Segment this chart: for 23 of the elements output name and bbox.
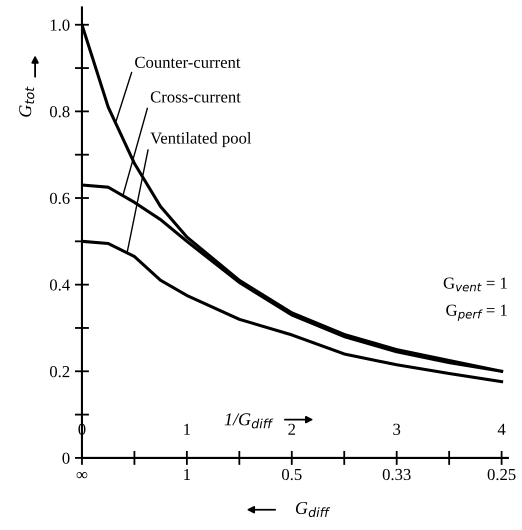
y-axis-title: G$_{tot}$ (19, 86, 34, 117)
text: 0.25 (488, 468, 516, 480)
y-tick-label: 0.4 (50, 279, 70, 291)
x-tick-label: 2 (288, 424, 296, 435)
annotation: G$_{vent}$ = 1 (444, 277, 507, 292)
text: ∞ (76, 472, 88, 478)
y-tick-label: 0 (62, 452, 70, 464)
y-tick-label: 1.0 (50, 19, 70, 31)
text: 0.33 (382, 468, 411, 480)
text: 0.5 (282, 468, 302, 480)
x-axis-title: 1/G$_{diff}$ (224, 413, 274, 428)
y-tick-label: 0.8 (50, 106, 70, 118)
x-tick-label: 3 (393, 424, 400, 435)
x-tick-label: 1 (184, 424, 190, 435)
annotation: G$_{perf}$ = 1 (446, 304, 507, 321)
y-tick-label: 0.6 (50, 192, 70, 204)
text: Cross-current (150, 91, 241, 103)
text: Counter-current (135, 56, 240, 68)
text: G$_{diff}$ (296, 502, 330, 518)
text: Ventilated pool (150, 132, 252, 148)
text: 1 (184, 468, 190, 480)
x-tick-label: 4 (498, 424, 506, 435)
y-tick-label: 0.2 (50, 366, 70, 378)
